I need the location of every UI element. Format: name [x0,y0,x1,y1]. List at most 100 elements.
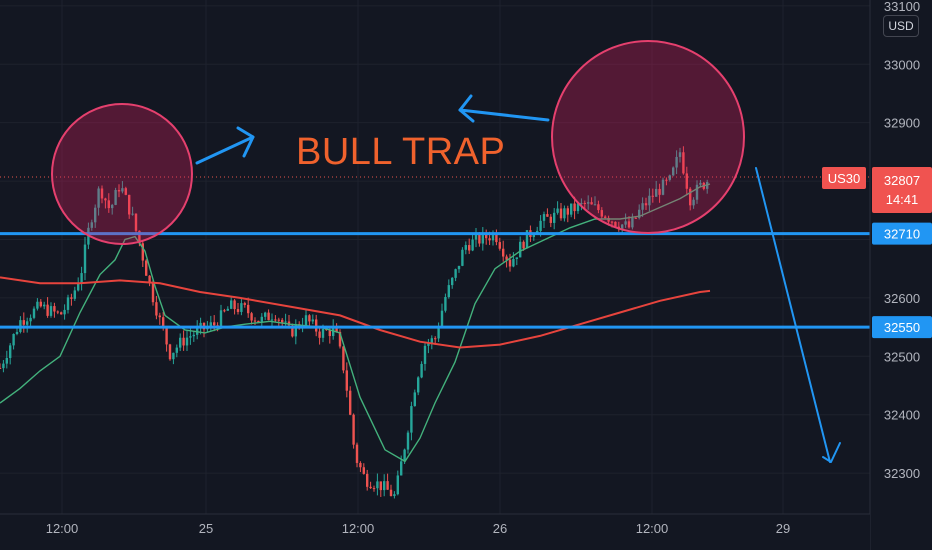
line-price-badges: 32710 32550 [872,222,932,339]
candle-body [43,304,46,307]
candle-body [291,325,294,337]
candle-body [580,202,583,204]
y-tick-label: 32600 [884,291,920,306]
candle-body [665,179,668,181]
candle-body [376,481,379,489]
candle-body [226,308,229,311]
candle-body [247,304,250,314]
candle-body [162,317,165,329]
candle-body [9,345,12,358]
price-axis[interactable]: 32300 32400 32500 32600 32900 33000 33100 3271… [869,0,932,550]
candle-body [304,315,308,326]
candle-body [104,198,107,201]
x-tick-label: 12:00 [46,521,79,536]
candle-body [403,449,406,462]
x-tick-label: 29 [776,521,790,536]
candle-body [281,319,284,323]
candle-body [695,184,699,200]
candle-body [240,303,243,312]
candle-body [447,285,450,298]
candle-body [444,297,447,311]
support-resistance-lines [0,232,870,329]
candle-body [308,315,311,322]
candle-body [498,242,501,249]
x-tick-label: 12:00 [636,521,669,536]
candle-body [53,306,56,312]
candle-body [175,347,178,353]
time-axis[interactable]: 12:00 25 12:00 26 12:00 29 [0,513,870,550]
candle-body [675,156,678,168]
y-tick-label: 32900 [884,116,920,131]
candle-body [488,238,491,241]
candle-body [566,208,569,215]
y-tick-label: 32400 [884,408,920,423]
candle-body [168,344,172,360]
line-badge-32710 [872,222,932,245]
candle-body [570,203,573,215]
candle-body [573,203,576,212]
candles [0,146,709,499]
line-badge-32550 [872,316,932,339]
candle-body [549,216,552,223]
candle-body [430,338,433,344]
candle-body [699,182,702,185]
candle-body [36,301,39,309]
candle-body [515,257,518,259]
currency-button[interactable]: USD [883,15,919,37]
candle-body [369,486,372,489]
candle-body [107,200,110,209]
candle-body [389,489,393,497]
candle-body [634,217,637,219]
symbol-label: US30 [828,171,861,186]
candle-body [155,302,158,316]
candle-body [661,179,665,195]
candle-body [563,208,566,219]
candle-body [495,233,498,243]
candle-body [12,333,15,346]
candle-body [481,232,484,244]
arrow-up-right [195,126,255,165]
candle-body [434,338,437,340]
candle-body [685,173,688,189]
candle-body [600,210,603,217]
candle-body [437,327,440,339]
countdown-value: 14:41 [886,192,919,207]
candle-body [328,330,331,337]
candle-body [556,208,559,213]
candle-body [260,316,263,323]
candle-body [522,241,525,249]
candle-body [90,222,93,228]
candle-body [138,230,141,244]
line-badge-text-32550: 32550 [884,320,920,335]
candle-body [172,352,175,360]
candle-body [400,461,403,476]
candle-body [406,432,410,450]
candle-body [689,188,692,206]
candle-body [22,320,25,325]
candle-body [0,367,2,369]
candle-body [264,312,267,317]
candle-body [474,234,478,240]
candle-body [587,202,590,204]
candle-body [576,203,580,212]
candle-body [100,188,104,199]
candle-body [393,494,396,497]
candle-body [199,322,202,328]
candle-body [631,217,634,228]
moving-average-line-2 [0,276,711,349]
candle-body [355,444,359,463]
candle-body [451,277,454,286]
candle-body [185,337,189,346]
candle-body [366,473,369,487]
candle-body [553,212,556,223]
y-axis-ticks: 32300 32400 32500 32600 32900 33000 33100 [884,0,920,481]
candle-body [461,249,464,266]
candle-body [644,203,648,206]
candle-body [182,337,185,346]
candle-body [284,321,287,323]
candle-body [614,221,617,227]
candle-body [253,320,257,322]
candle-body [607,217,610,222]
